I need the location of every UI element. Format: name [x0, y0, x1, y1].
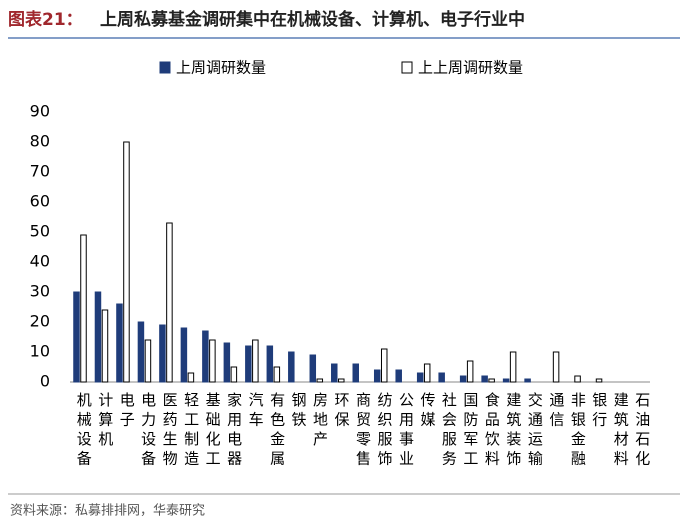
x-tick-label: 家用电器 — [225, 392, 243, 470]
bar — [137, 321, 145, 383]
y-tick-label: 90 — [30, 102, 50, 121]
x-tick-label: 计算机 — [96, 392, 114, 451]
bar — [94, 291, 102, 383]
bar — [230, 366, 238, 383]
bar — [416, 372, 424, 383]
bar — [481, 375, 488, 383]
bar — [73, 291, 80, 383]
bar — [273, 366, 281, 383]
y-tick-label: 80 — [30, 132, 50, 151]
y-tick-label: 40 — [30, 252, 50, 271]
x-tick-label: 汽车 — [247, 392, 265, 431]
x-tick-label: 交通运输 — [526, 391, 544, 470]
bar — [552, 351, 560, 383]
x-tick-label: 环保 — [333, 392, 351, 431]
y-tick-label: 60 — [30, 192, 50, 211]
x-tick-label: 电子 — [118, 392, 136, 431]
x-tick-label: 纺织服饰 — [375, 392, 393, 470]
bar — [116, 303, 123, 383]
y-tick-label: 20 — [30, 312, 50, 331]
y-tick-label: 50 — [30, 222, 50, 241]
bar — [202, 330, 209, 383]
bar — [466, 360, 474, 383]
bar — [488, 378, 495, 383]
bar — [316, 378, 324, 383]
bar — [266, 345, 274, 383]
x-tick-label: 社会服务 — [440, 392, 458, 470]
legend-label: 上上周调研数量 — [418, 59, 523, 77]
x-tick-label: 公用事业 — [397, 392, 415, 470]
x-tick-label: 国防军工 — [461, 392, 479, 470]
legend-swatch — [401, 61, 413, 74]
x-tick-label: 银行 — [590, 392, 608, 431]
bar — [180, 327, 188, 383]
x-tick-label: 轻工制造 — [182, 392, 200, 470]
bar — [380, 348, 388, 383]
bar — [166, 222, 173, 383]
x-tick-label: 商贸零售 — [354, 392, 372, 470]
bar — [438, 372, 445, 383]
source: 资料来源：私募排排网，华泰研究 — [10, 504, 205, 519]
bar — [595, 378, 603, 383]
bar — [423, 363, 431, 383]
bar — [574, 375, 581, 383]
y-tick-label: 10 — [30, 342, 50, 361]
bar — [373, 369, 381, 383]
x-tick-label: 机械设备 — [75, 392, 93, 470]
x-tick-label: 传媒 — [418, 392, 436, 431]
x-tick-label: 医药生物 — [161, 392, 179, 470]
bar — [459, 375, 467, 383]
x-tick-label: 石油石化 — [633, 392, 651, 470]
x-tick-label: 基础化工 — [204, 392, 222, 470]
bar — [223, 342, 231, 383]
bar — [352, 363, 359, 383]
x-tick-label: 电力设备 — [139, 392, 157, 470]
figure-label: 图表21： — [8, 9, 83, 30]
x-tick-label: 建筑材料 — [612, 392, 630, 470]
bar — [252, 339, 259, 383]
x-tick-label: 有色金属 — [268, 392, 286, 470]
y-tick-label: 70 — [30, 162, 50, 181]
x-tick-label: 非银金融 — [569, 392, 587, 470]
chart-title: 上周私募基金调研集中在机械设备、计算机、电子行业中 — [100, 9, 525, 30]
bar — [509, 351, 517, 383]
x-tick-label: 房地产 — [311, 392, 329, 451]
x-tick-label: 建筑装饰 — [504, 392, 522, 470]
bar — [524, 378, 531, 383]
bar — [309, 354, 317, 383]
bar — [209, 339, 216, 383]
x-tick-label: 通信 — [547, 392, 565, 431]
bar — [395, 369, 402, 383]
bar — [245, 345, 252, 383]
bar — [331, 363, 338, 383]
bar — [288, 351, 295, 383]
bar — [101, 309, 109, 383]
bar — [144, 339, 152, 383]
bar — [187, 372, 195, 383]
bar — [123, 141, 130, 383]
bar — [159, 324, 166, 383]
bar — [80, 234, 87, 383]
x-tick-label: 钢铁 — [290, 392, 308, 431]
bar — [502, 378, 510, 383]
bar — [338, 378, 345, 383]
y-tick-label: 30 — [30, 282, 50, 301]
y-tick-label: 0 — [40, 372, 50, 391]
legend-label: 上周调研数量 — [176, 59, 266, 77]
legend-swatch — [159, 61, 171, 74]
x-tick-label: 食品饮料 — [483, 392, 501, 470]
